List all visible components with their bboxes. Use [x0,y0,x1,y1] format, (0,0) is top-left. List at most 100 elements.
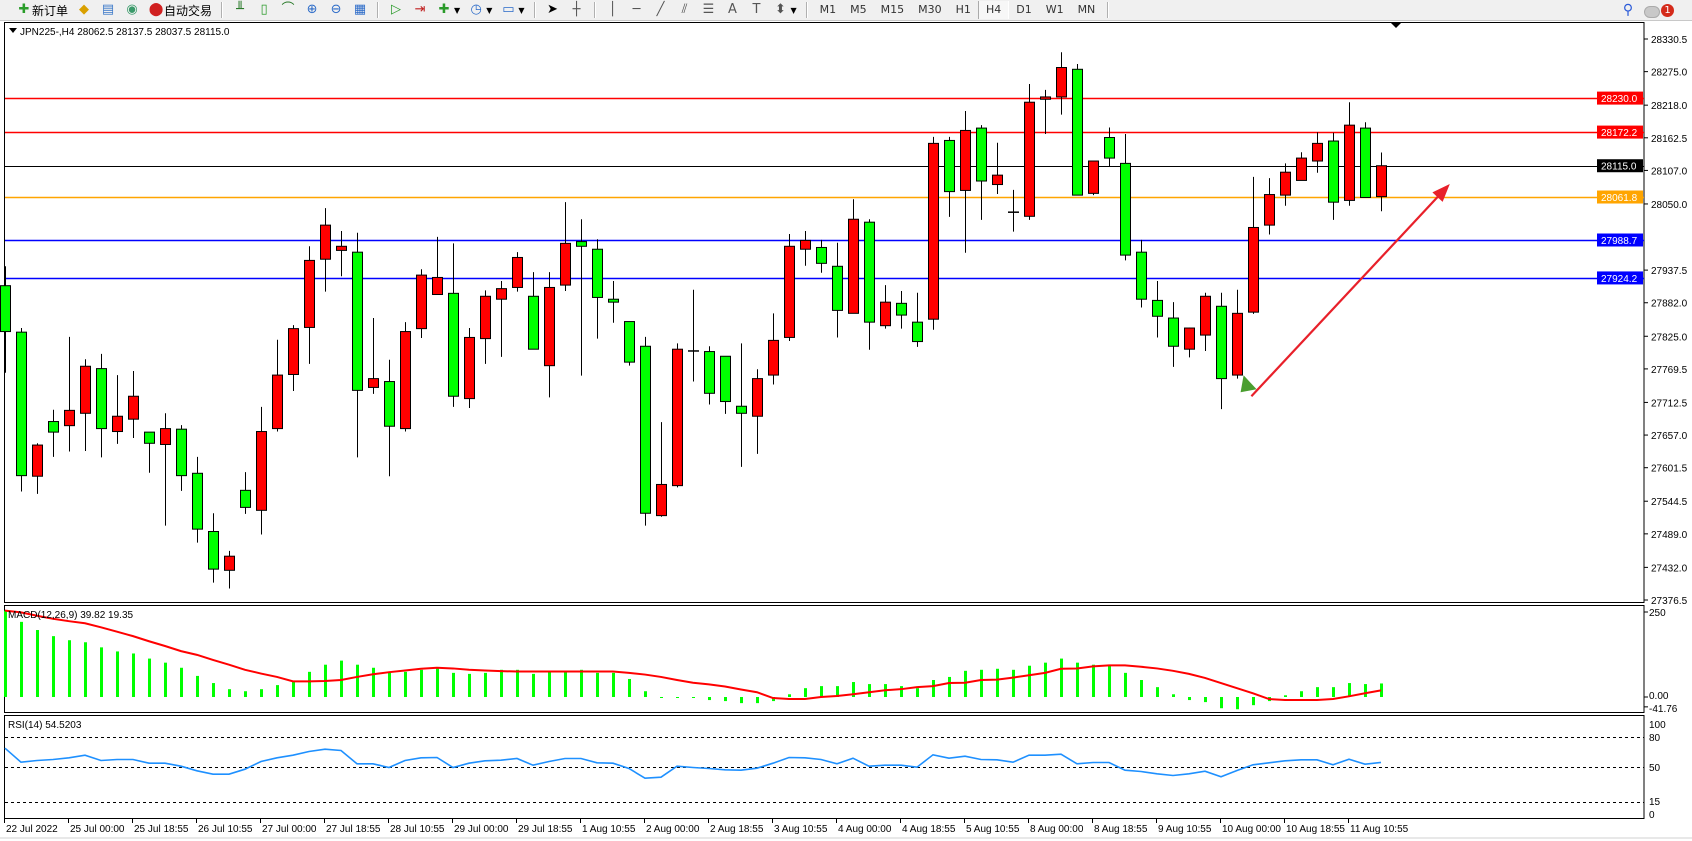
candle[interactable] [176,425,187,491]
chart-shift-marker-icon[interactable] [1391,23,1401,28]
candle[interactable] [368,318,379,394]
candle[interactable] [80,359,91,451]
arrows-tool[interactable]: ⬍ ▼ [769,0,801,20]
candle[interactable] [16,328,27,492]
notifications-button[interactable]: 1 [1640,0,1678,20]
candle[interactable] [336,231,347,277]
candle[interactable] [256,406,267,535]
horizontal-line-tool[interactable]: ─ [625,0,649,20]
candle[interactable] [896,290,907,329]
candle[interactable] [720,355,731,414]
candle[interactable] [608,280,619,323]
candle[interactable] [592,239,603,339]
candle[interactable] [144,431,155,473]
auto-scroll-button[interactable]: ▷ [384,0,408,20]
candle[interactable] [576,219,587,376]
candle[interactable] [1312,132,1323,173]
timeframe-m15[interactable]: M15 [880,3,905,16]
candle[interactable] [464,328,475,409]
candle[interactable] [320,208,331,292]
candle[interactable] [800,231,811,266]
timeframe-m1[interactable]: M1 [819,3,837,16]
candle[interactable] [304,246,315,364]
candle[interactable] [64,336,75,452]
candle[interactable] [512,252,523,292]
triangle-marker-icon[interactable] [1240,375,1257,393]
candle[interactable] [784,233,795,341]
candle[interactable] [288,325,299,391]
candle[interactable] [1296,152,1307,181]
candle[interactable] [272,339,283,432]
candle[interactable] [416,269,427,339]
candle[interactable] [1008,189,1019,232]
candle[interactable] [352,232,363,458]
candle[interactable] [160,413,171,526]
chart-shift-button[interactable]: ⇥ [408,0,432,20]
navigator-button[interactable]: ▤ [96,0,120,20]
candle[interactable] [1248,176,1259,314]
candle[interactable] [928,136,939,330]
candle[interactable] [0,266,11,373]
candle[interactable] [96,353,107,458]
search-button[interactable]: ⚲ [1616,0,1640,20]
equidistant-channel-tool[interactable]: ⫽ [673,0,697,20]
zoom-out-button[interactable]: ⊖ [324,0,348,20]
candle[interactable] [128,370,139,439]
cursor-tool[interactable]: ➤ [541,0,565,20]
candle[interactable] [816,239,827,273]
candle[interactable] [1056,52,1067,115]
candle[interactable] [1264,178,1275,235]
candle[interactable] [704,346,715,405]
timeframe-m30[interactable]: M30 [918,3,942,16]
candle[interactable] [960,111,971,253]
candle[interactable] [1024,83,1035,220]
candle[interactable] [224,550,235,589]
timeframe-d1[interactable]: D1 [1016,3,1032,16]
text-tool[interactable]: A [721,0,745,20]
templates-button[interactable]: ▭ ▼ [496,0,528,20]
candle[interactable] [864,219,875,350]
candle[interactable] [1120,133,1131,261]
candle[interactable] [688,289,699,382]
candle[interactable] [768,313,779,385]
candle[interactable] [640,336,651,526]
candle[interactable] [528,272,539,350]
candle[interactable] [480,290,491,364]
candle[interactable] [848,199,859,314]
chart-menu-triangle-icon[interactable] [9,28,17,33]
candle[interactable] [192,456,203,543]
candle[interactable] [992,142,1003,194]
candle[interactable] [1040,89,1051,134]
candle[interactable] [832,242,843,338]
candle[interactable] [1200,292,1211,351]
candle[interactable] [48,409,59,457]
candle[interactable] [448,243,459,407]
candlestick-chart-button[interactable]: ▯ [252,0,276,20]
candle[interactable] [976,125,987,220]
candle[interactable] [1168,302,1179,367]
candle[interactable] [112,375,123,444]
crosshair-tool[interactable]: ┼ [565,0,589,20]
candle[interactable] [656,422,667,517]
candle[interactable] [1088,160,1099,196]
candle[interactable] [496,280,507,357]
fibonacci-tool[interactable]: ☰ [697,0,721,20]
candle[interactable] [1360,122,1371,198]
candle[interactable] [1216,292,1227,410]
candle[interactable] [1136,239,1147,308]
candle[interactable] [1184,327,1195,358]
text-label-tool[interactable]: T [745,0,769,20]
candle[interactable] [544,272,555,398]
candle[interactable] [432,236,443,296]
bar-chart-button[interactable]: ╨ [228,0,252,20]
market-watch-button[interactable]: ◆ [72,0,96,20]
line-chart-button[interactable]: ⌒ [276,0,300,20]
signals-button[interactable]: ◉ [120,0,144,20]
auto-trading-button[interactable]: ⬤ 自动交易 [144,0,216,20]
candle[interactable] [880,285,891,329]
trend-arrow-line[interactable] [1250,193,1442,397]
timeframe-h4[interactable]: H4 [977,1,1010,19]
candle[interactable] [1072,63,1083,196]
candle[interactable] [32,443,43,494]
